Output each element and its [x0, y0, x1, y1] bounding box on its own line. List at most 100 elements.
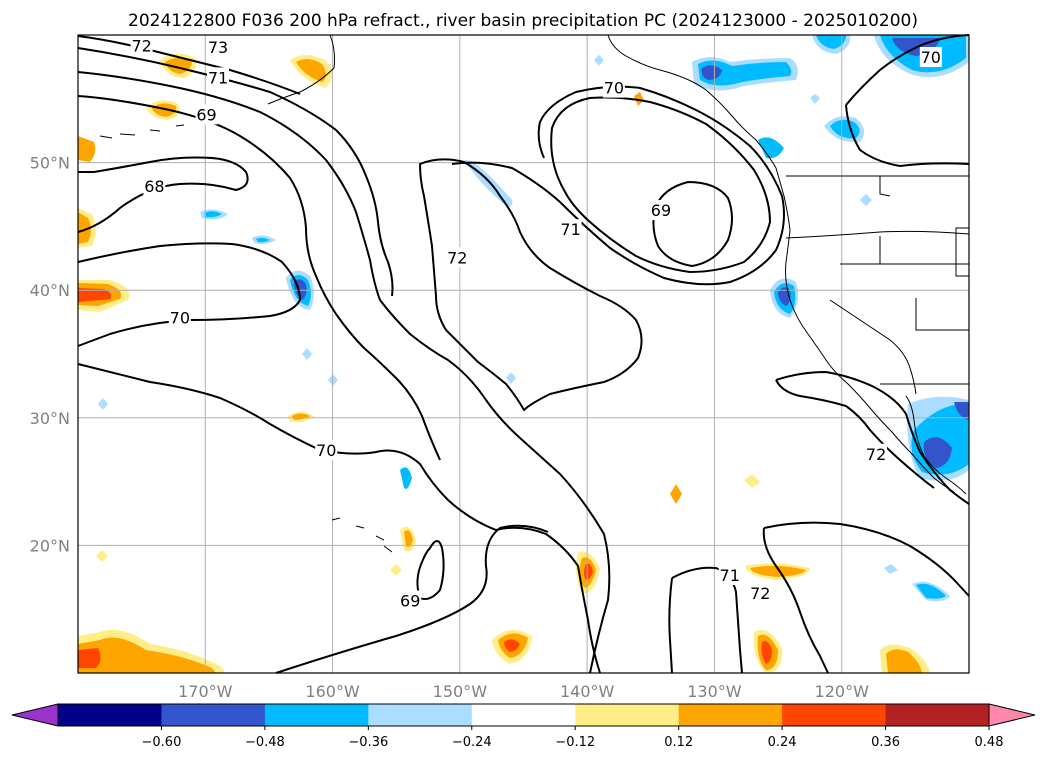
colorbar-tick-label: −0.48 — [245, 735, 285, 750]
positive-area — [750, 565, 806, 577]
contour-label: 71 — [208, 68, 228, 87]
contour-label: 70 — [921, 48, 941, 67]
contour-label: 72 — [447, 248, 467, 267]
colorbar-segment — [678, 704, 783, 726]
contour-label-background — [195, 104, 218, 125]
contour-label-background — [168, 307, 191, 328]
colorbar-segment — [368, 704, 473, 726]
contour-70 — [550, 96, 771, 273]
negative-area — [302, 348, 312, 360]
state-border — [879, 176, 891, 197]
precipitation-shading — [78, 35, 969, 673]
positive-area — [634, 92, 644, 106]
positive-area — [761, 641, 772, 664]
contour-69 — [652, 181, 733, 267]
contour-label-background — [399, 590, 422, 611]
state-border — [915, 298, 969, 331]
positive-area — [296, 58, 326, 82]
contour-label: 69 — [400, 592, 420, 611]
negative-area — [256, 237, 270, 243]
gridlines — [78, 35, 969, 673]
positive-area — [390, 564, 402, 576]
state-border — [840, 236, 969, 265]
contour-label: 72 — [131, 36, 151, 55]
contour-label-background — [207, 67, 230, 88]
longitude-label: 120°W — [815, 682, 870, 701]
negative-area — [954, 402, 969, 420]
negative-area — [778, 287, 791, 306]
latitude-label: 30°N — [30, 409, 70, 428]
aleutian-islands — [99, 124, 185, 139]
colorbar-segment — [471, 704, 576, 726]
colorbar-tick-label: 0.36 — [871, 735, 900, 750]
contour-71 — [845, 104, 970, 167]
colorbar-tick-label: −0.36 — [348, 735, 388, 750]
colorbar-segment — [58, 704, 162, 726]
hawaiian-islands — [331, 517, 393, 553]
contour-label: 69 — [196, 105, 216, 124]
longitude-label: 130°W — [687, 682, 742, 701]
negative-area — [506, 372, 516, 384]
colorbar-tick-label: 0.24 — [768, 735, 797, 750]
latitude-label: 40°N — [30, 281, 70, 300]
colorbar-extend-high — [988, 703, 1036, 727]
colorbar-segment — [161, 704, 266, 726]
negative-area — [400, 467, 412, 489]
contour-72 — [762, 527, 829, 674]
positive-area — [78, 136, 96, 162]
colorbar-segment — [885, 704, 990, 726]
colorbar-extend-low — [11, 703, 59, 727]
contour-label-background — [446, 247, 469, 268]
negative-area — [816, 35, 846, 49]
colorbar-tick-label: −0.12 — [555, 735, 595, 750]
contour-69 — [416, 540, 445, 600]
contour-label-background — [602, 77, 625, 98]
contour-label-background — [559, 219, 582, 240]
positive-area — [78, 648, 101, 668]
positive-area — [670, 484, 682, 504]
negative-area — [884, 564, 898, 574]
negative-area — [916, 583, 946, 599]
contour-72 — [775, 371, 970, 505]
contour-71 — [77, 71, 611, 674]
contour-label-background — [718, 565, 741, 586]
colorbar-segment — [575, 704, 680, 726]
latitude-label: 20°N — [30, 536, 70, 555]
negative-area — [701, 65, 722, 80]
map-background — [78, 35, 969, 673]
longitude-labels: 170°W 160°W 150°W 140°W 130°W 120°W — [178, 682, 869, 701]
contour-73 — [77, 47, 394, 297]
negative-area — [758, 137, 784, 159]
contour-label-background — [143, 175, 166, 196]
positive-area — [504, 639, 520, 652]
longitude-label: 140°W — [560, 682, 615, 701]
baja-california-coast — [905, 395, 967, 495]
positive-area — [744, 474, 760, 488]
colorbar-segment — [264, 704, 369, 726]
contour-68 — [77, 156, 249, 233]
coastlines — [99, 34, 970, 553]
map-frame — [77, 34, 970, 674]
contour-labels: 72 73 71 69 68 70 70 72 71 70 69 70 72 69 71 72 — [130, 35, 942, 611]
contour-71 — [668, 577, 673, 674]
positive-area — [584, 563, 593, 580]
state-border — [785, 230, 970, 239]
latitude-labels: 50°N 40°N 30°N 20°N — [30, 154, 70, 556]
longitude-label: 160°W — [305, 682, 360, 701]
contour-label: 70 — [604, 79, 624, 98]
contour-72 — [775, 379, 935, 489]
map-panel: 72 73 71 69 68 70 70 72 71 70 69 70 72 69 71 72 — [77, 34, 970, 674]
negative-area — [923, 437, 952, 468]
negative-area — [594, 55, 604, 66]
positive-area — [78, 212, 91, 244]
contour-72 — [419, 158, 643, 411]
contour-70 — [275, 524, 549, 674]
positive-area — [78, 288, 112, 302]
contour-label-background — [315, 439, 338, 460]
contour-label: 72 — [750, 584, 770, 603]
positive-area — [404, 530, 413, 548]
contour-label: 73 — [208, 38, 228, 57]
negative-area — [98, 398, 108, 410]
negative-area — [204, 211, 222, 218]
